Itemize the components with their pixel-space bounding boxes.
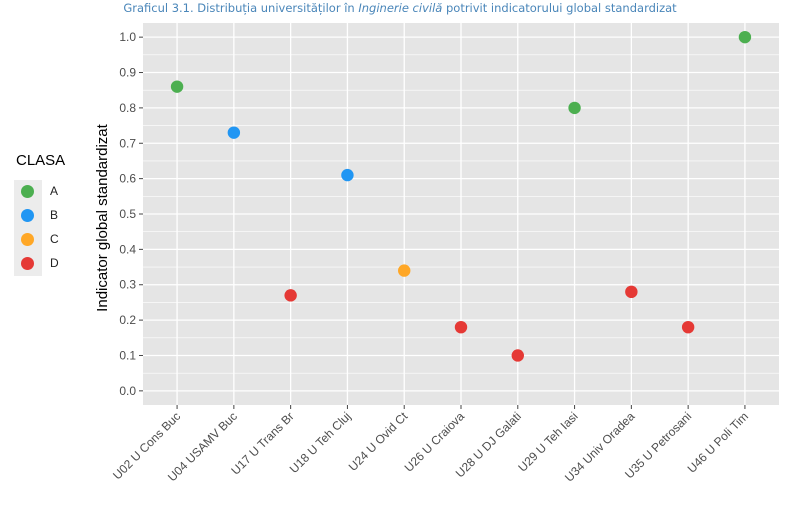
legend-key (14, 180, 42, 204)
legend-dot-b (21, 209, 34, 222)
chart-title: Graficul 3.1. Distribuția universitățilo… (0, 0, 800, 16)
legend-label-c: C (50, 232, 59, 246)
y-tick-label: 0.5 (119, 207, 136, 221)
y-tick-label: 0.6 (119, 172, 136, 186)
data-point (398, 264, 411, 277)
legend-item-c: C (14, 228, 72, 252)
legend-label-d: D (50, 256, 59, 270)
legend: CLASA A B C D (14, 152, 72, 278)
data-point (341, 168, 354, 182)
legend-item-b: B (14, 204, 72, 228)
y-tick-label: 0.9 (119, 66, 136, 80)
legend-label-b: B (50, 208, 59, 222)
legend-key (14, 228, 42, 252)
y-tick-label: 1.0 (119, 30, 136, 44)
x-tick-label: U18 U Teh Cluj (287, 409, 354, 476)
grid-lines (143, 23, 779, 405)
legend-title: CLASA (16, 152, 66, 169)
y-tick-label: 0.1 (119, 348, 136, 362)
legend-item-d: D (14, 252, 72, 276)
chart-title-suffix: potrivit indicatorului global standardiz… (442, 1, 677, 15)
chart-title-italic: Inginerie civilă (358, 1, 443, 15)
legend-key (14, 204, 42, 228)
legend-label-a: A (50, 184, 59, 198)
y-axis-label: Indicator global standardizat (94, 123, 111, 311)
y-tick-label: 0.7 (119, 136, 136, 150)
data-point (625, 285, 638, 299)
data-point (170, 80, 184, 93)
y-tick-label: 0.4 (119, 242, 136, 256)
legend-dot-a (21, 185, 34, 198)
y-tick-label: 0.8 (119, 101, 136, 115)
data-point (227, 126, 241, 139)
y-tick-label: 0.3 (119, 278, 136, 292)
legend-dot-d (21, 257, 34, 270)
data-point (568, 101, 581, 115)
data-points (170, 30, 752, 362)
data-point (738, 30, 752, 44)
x-tick-label: U46 U Poli Tim (685, 409, 751, 475)
chart-title-prefix: Graficul 3.1. Distribuția universitățilo… (123, 1, 359, 15)
data-point (454, 320, 468, 334)
y-tick-label: 0.0 (119, 384, 136, 398)
legend-key (14, 252, 42, 276)
legend-item-a: A (14, 180, 72, 204)
data-point (511, 349, 524, 362)
data-point (284, 289, 297, 302)
legend-dot-c (21, 233, 34, 246)
data-point (681, 320, 695, 334)
y-tick-label: 0.2 (119, 313, 136, 327)
y-axis: 0.0 0.1 0.2 0.3 0.4 0.5 0.6 0.7 0.8 0.9 1.0 (119, 30, 143, 398)
